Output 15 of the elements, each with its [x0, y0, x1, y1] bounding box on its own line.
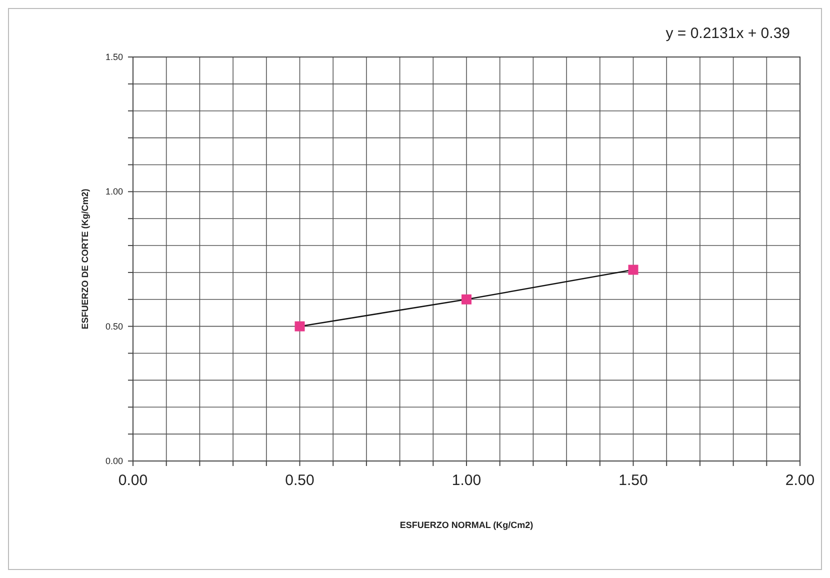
y-tick-label: 0.00: [105, 456, 123, 466]
x-tick-label: 0.00: [118, 472, 148, 489]
y-tick-label: 0.50: [105, 321, 123, 332]
x-axis-title: ESFUERZO NORMAL (Kg/Cm2): [400, 520, 534, 530]
x-tick-label: 2.00: [785, 472, 815, 489]
x-tick-label: 0.50: [285, 472, 314, 489]
x-tick-label: 1.00: [452, 472, 482, 489]
point: [294, 321, 305, 332]
point: [462, 294, 472, 304]
y-axis-title: ESFUERZO DE CORTE (Kg/Cm2): [80, 188, 90, 330]
x-tick-label: 1.50: [618, 472, 648, 489]
y-tick-label: 1.50: [105, 52, 123, 62]
point: [628, 264, 638, 275]
y-tick-label: 1.00: [105, 186, 123, 197]
text: y = 0.2131x + 0.39: [666, 25, 790, 42]
